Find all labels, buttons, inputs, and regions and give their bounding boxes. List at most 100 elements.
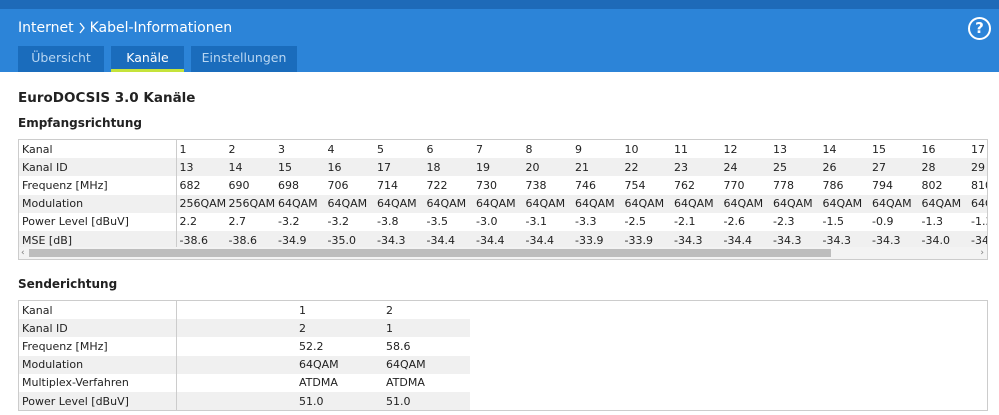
cell: 746: [575, 178, 596, 192]
data-table: Kanal 1 2 3 4 5 6 7 8 9 10 11 12 13 14 15 16 17 Kanal ID 13…: [19, 140, 987, 248]
cell: 730: [476, 178, 497, 192]
cell: 24: [720, 158, 770, 177]
cell: 810: [971, 178, 987, 192]
spacer: [176, 374, 296, 392]
row-label: MSE [dB]: [19, 230, 177, 248]
cell: 15: [872, 142, 886, 156]
cell: -2.6: [723, 215, 745, 229]
cell: ATDMA: [299, 376, 338, 390]
cell: 11: [674, 142, 688, 156]
cell: -34.3: [819, 230, 869, 248]
table-container: Kanal 1 2 Kanal ID 2 1 Frequenz [MHz] 52.2 58.6 M…: [18, 300, 988, 411]
row-label: Power Level [dBuV]: [19, 391, 177, 410]
cell: 64QAM: [819, 194, 869, 213]
cell: 1: [299, 303, 306, 317]
tab[interactable]: Einstellungen: [191, 46, 297, 72]
cell: -1.3: [921, 215, 943, 229]
row-label: Modulation: [19, 355, 177, 374]
page-title: EuroDOCSIS 3.0 Kanäle: [18, 90, 196, 106]
cell: 16: [324, 158, 374, 177]
cell: 13: [176, 158, 226, 177]
table-row: Power Level [dBuV] 2.2 2.7 -3.2 -3.2 -3.8 -3.5…: [19, 212, 987, 231]
cell: 770: [723, 178, 745, 192]
cell: 64QAM: [324, 194, 374, 213]
cell: 738: [525, 178, 547, 192]
cell: 12: [723, 142, 738, 156]
tabs: Übersicht Kanäle Einstellungen: [18, 46, 297, 72]
table-row: Modulation 64QAM 64QAM: [19, 355, 987, 374]
cell: 706: [327, 178, 349, 192]
scrollbar[interactable]: ‹ ›: [18, 247, 988, 260]
cell: -33.9: [572, 230, 622, 248]
cell: 64QAM: [918, 194, 968, 213]
cell: 27: [869, 158, 919, 177]
cell: 256QAM: [225, 194, 275, 213]
help-button[interactable]: ?: [968, 17, 991, 40]
cell: -2.5: [624, 215, 646, 229]
spacer: [176, 391, 296, 410]
row-label: Kanal ID: [19, 158, 177, 177]
scroll-right[interactable]: ›: [980, 248, 984, 258]
cell: 64QAM: [671, 194, 721, 213]
cell: -1.3: [971, 215, 987, 229]
cell: 64QAM: [770, 194, 820, 213]
table-row: Frequenz [MHz] 682 690 698 706 714 722 730 738 74…: [19, 176, 987, 195]
cell: ATDMA: [386, 376, 425, 390]
row-label: Kanal: [19, 140, 177, 159]
cell: -3.2: [278, 215, 300, 229]
cell: 64QAM: [296, 355, 383, 374]
cell: 23: [671, 158, 721, 177]
breadcrumb-item: Kabel-Informationen: [89, 20, 233, 36]
cell: 2: [228, 142, 236, 156]
cell: -0.9: [872, 215, 894, 229]
table-row: Kanal ID 13 14 15 16 17 18 19 20 21 22 23 24 25 26 27 28…: [19, 158, 987, 177]
cell: 778: [773, 178, 794, 192]
spacer: [176, 301, 296, 319]
data-table: Kanal 1 2 Kanal ID 2 1 Frequenz [MHz] 52.2 58.6 M…: [19, 301, 987, 410]
table-row: Modulation 256QAM 256QAM 64QAM 64QAM 64QAM 64Q…: [19, 194, 987, 213]
cell: 64QAM: [720, 194, 770, 213]
cell: 7: [476, 142, 483, 156]
scroll-thumb[interactable]: [29, 249, 831, 257]
breadcrumb-item[interactable]: Internet: [18, 20, 74, 36]
cell: 6: [426, 142, 434, 156]
cell: -1.5: [822, 215, 844, 229]
cell: -34.4: [473, 230, 523, 248]
cell: 64QAM: [572, 194, 622, 213]
cell: -34.0: [918, 230, 968, 248]
cell: 16: [921, 142, 936, 156]
header-bar: Internet Kabel-Informationen ? Übersicht…: [0, 0, 999, 72]
cell: 5: [377, 142, 384, 156]
table-row: Kanal 1 2: [19, 301, 987, 320]
cell: -34.3: [770, 230, 820, 248]
cell: 19: [473, 158, 523, 177]
cell: 698: [278, 178, 299, 192]
spacer: [176, 355, 296, 374]
tab[interactable]: Übersicht: [18, 46, 104, 72]
section-heading: Empfangsrichtung: [18, 116, 142, 130]
cell: 64QAM: [968, 194, 987, 213]
cell: 1: [179, 142, 187, 156]
row-label: Kanal: [19, 301, 177, 320]
cell: 2: [296, 319, 383, 338]
row-label: Frequenz [MHz]: [19, 176, 177, 195]
cell: 64QAM: [275, 194, 325, 213]
table-container: Kanal 1 2 3 4 5 6 7 8 9 10 11 12 13 14 15 16 17 Kanal ID 13…: [18, 139, 988, 248]
cell: 64QAM: [522, 194, 572, 213]
cell: 52.2: [299, 339, 324, 353]
scroll-left[interactable]: ‹: [21, 248, 25, 258]
cell: -3.8: [377, 215, 399, 229]
cell: -38.6: [225, 230, 275, 248]
chevron: [79, 22, 85, 34]
cell: 15: [275, 158, 325, 177]
cell: 786: [822, 178, 844, 192]
cell: 4: [327, 142, 335, 156]
row-label: Modulation: [19, 194, 177, 213]
tab-active[interactable]: Kanäle: [111, 46, 184, 72]
cell: 690: [228, 178, 250, 192]
cell: 802: [921, 178, 943, 192]
cell: 17: [971, 142, 985, 156]
table-row: Kanal 1 2 3 4 5 6 7 8 9 10 11 12 13 14 15 16 17: [19, 140, 987, 159]
table-row: Multiplex-Verfahren ATDMA ATDMA: [19, 373, 987, 392]
